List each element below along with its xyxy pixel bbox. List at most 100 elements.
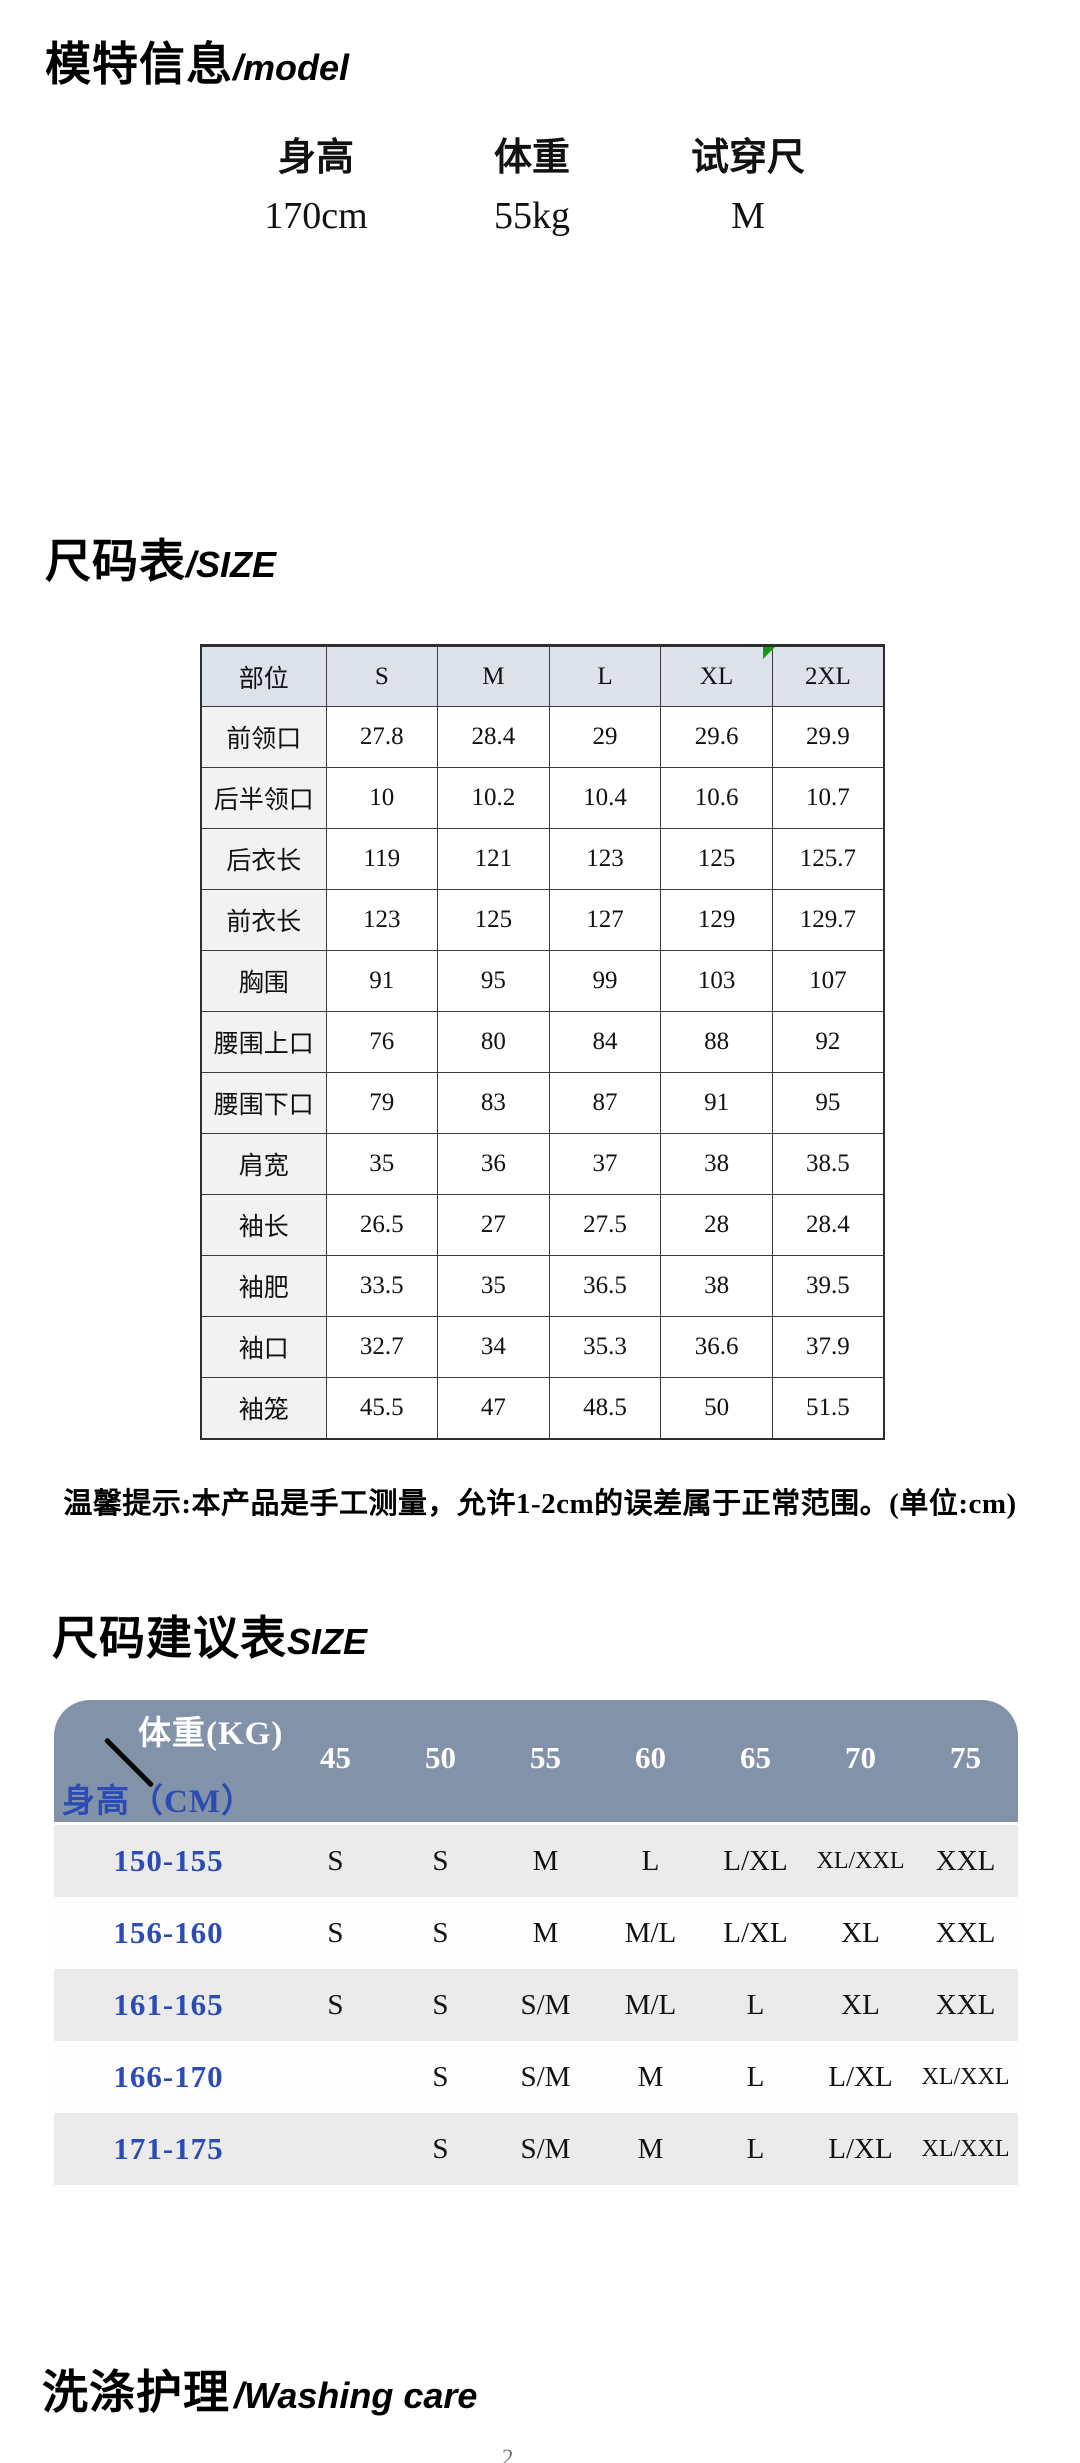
- size-column-header: 部位: [200, 645, 327, 707]
- suggested-size-cell: L: [746, 2060, 765, 2093]
- suggested-size-cell: M/L: [624, 1988, 677, 2021]
- size-chart-row: 前领口 27.8 28.4 29 29.6 29.9: [200, 706, 885, 768]
- size-cell: 91: [660, 1072, 773, 1134]
- size-cell: 125.7: [771, 828, 885, 890]
- size-cell: 10.4: [548, 767, 662, 829]
- suggested-size-cell: S: [432, 2132, 449, 2165]
- size-cell: 35.3: [548, 1316, 662, 1378]
- size-suggestion-heading-en: SIZE: [287, 1621, 368, 1662]
- size-cell: 38.5: [771, 1133, 885, 1195]
- model-attr-label: 体重: [493, 137, 570, 179]
- size-column-header: S: [325, 645, 439, 707]
- suggested-size-cell: S/M: [520, 2132, 571, 2165]
- suggested-size-cell: XL: [841, 1916, 880, 1949]
- size-chart-body: 前领口 27.8 28.4 29 29.6 29.9 后半领口 10 10.2 10.4 10.6 1…: [200, 706, 885, 1439]
- size-cell: 28.4: [437, 706, 550, 768]
- size-cell: 28.4: [771, 1194, 885, 1256]
- height-range-label: 156-160: [113, 1915, 224, 1950]
- size-chart-row: 前衣长 123 125 127 129 129.7: [200, 889, 885, 951]
- model-attr-value: M: [731, 195, 765, 237]
- size-cell: 26.5: [325, 1194, 439, 1256]
- size-cell: 38: [660, 1255, 773, 1317]
- weight-header: 55: [530, 1740, 561, 1775]
- suggested-size-cell: XXL: [935, 1988, 996, 2021]
- size-cell: 27.8: [325, 706, 439, 768]
- size-cell: 37: [548, 1133, 662, 1195]
- model-attr-value: 55kg: [494, 195, 570, 237]
- size-cell: 84: [548, 1011, 662, 1073]
- size-chart-grid: 部位 S M L XL 2XL 前领口 27.8 28.4 29 29.6 29.9 后半领口 10 10…: [200, 644, 885, 1440]
- suggested-size-cell: L: [746, 1988, 765, 2021]
- size-chart-header-row: 部位 S M L XL 2XL: [200, 645, 885, 707]
- suggested-size-cell: S: [432, 1916, 449, 1949]
- size-cell: 91: [325, 950, 439, 1012]
- size-cell: 27.5: [548, 1194, 662, 1256]
- size-cell: 10: [325, 767, 439, 829]
- height-range-label: 161-165: [113, 1987, 224, 2022]
- size-row-label: 前衣长: [200, 889, 327, 951]
- height-range-label: 166-170: [113, 2059, 224, 2094]
- suggested-size-cell: L/XL: [828, 2132, 893, 2165]
- model-attr-label: 试穿尺: [690, 137, 805, 179]
- suggested-size-cell: XXL: [935, 1916, 996, 1949]
- measurement-note: 温馨提示:本产品是手工测量，允许1-2cm的误差属于正常范围。(单位:cm): [63, 1488, 1017, 1520]
- size-suggestion-heading: 尺码建议表SIZE: [52, 1602, 367, 1668]
- model-attr-label: 身高: [277, 137, 354, 179]
- size-column-header: 2XL: [771, 645, 885, 707]
- height-axis-label: 身高（CM）: [62, 1784, 255, 1820]
- size-chart-row: 袖笼 45.5 47 48.5 50 51.5: [200, 1377, 885, 1439]
- size-cell: 33.5: [325, 1255, 439, 1317]
- suggestion-row: 150-155 S S M L L/XL XL/XXL XXL: [54, 1825, 1018, 1897]
- size-cell: 121: [437, 828, 550, 890]
- size-cell: 79: [325, 1072, 439, 1134]
- size-cell: 29: [548, 706, 662, 768]
- weight-header: 45: [320, 1740, 351, 1775]
- size-cell: 51.5: [771, 1377, 885, 1439]
- model-info-heading-cn: 模特信息: [45, 38, 233, 90]
- size-cell: 28: [660, 1194, 773, 1256]
- model-attr-value: 170cm: [264, 195, 368, 237]
- size-cell: 29.9: [771, 706, 885, 768]
- size-chart-row: 胸围 91 95 99 103 107: [200, 950, 885, 1012]
- weight-header: 75: [950, 1740, 981, 1775]
- size-cell: 38: [660, 1133, 773, 1195]
- size-row-label: 前领口: [200, 706, 327, 768]
- size-cell: 103: [660, 950, 773, 1012]
- size-chart-row: 腰围上口 76 80 84 88 92: [200, 1011, 885, 1073]
- size-chart-row: 后衣长 119 121 123 125 125.7: [200, 828, 885, 890]
- suggested-size-cell: S: [327, 1988, 344, 2021]
- height-range-label: 171-175: [113, 2131, 224, 2166]
- size-cell: 37.9: [771, 1316, 885, 1378]
- size-row-label: 袖笼: [200, 1377, 327, 1439]
- size-cell: 10.6: [660, 767, 773, 829]
- suggested-size-cell: L/XL: [723, 1916, 788, 1949]
- size-cell: 32.7: [325, 1316, 439, 1378]
- size-cell: 83: [437, 1072, 550, 1134]
- weight-axis-label: 体重(KG): [138, 1716, 284, 1752]
- suggested-size-cell: L: [641, 1844, 660, 1877]
- weight-header: 65: [740, 1740, 771, 1775]
- size-suggestion-heading-cn: 尺码建议表: [52, 1612, 287, 1664]
- size-chart-heading-cn: 尺码表: [45, 535, 186, 587]
- model-info-heading: 模特信息/model: [45, 28, 349, 94]
- size-cell: 10.7: [771, 767, 885, 829]
- weight-header: 50: [425, 1740, 456, 1775]
- partial-page-number: 2: [502, 2445, 514, 2463]
- size-cell: 87: [548, 1072, 662, 1134]
- size-cell: 95: [771, 1072, 885, 1134]
- size-chart-row: 袖口 32.7 34 35.3 36.6 37.9: [200, 1316, 885, 1378]
- size-chart-row: 腰围下口 79 83 87 91 95: [200, 1072, 885, 1134]
- size-row-label: 胸围: [200, 950, 327, 1012]
- size-row-label: 腰围下口: [200, 1072, 327, 1134]
- size-chart-row: 后半领口 10 10.2 10.4 10.6 10.7: [200, 767, 885, 829]
- excel-green-corner-marker-icon: [763, 647, 775, 659]
- suggested-size-cell: M: [532, 1916, 559, 1949]
- size-cell: 36.5: [548, 1255, 662, 1317]
- weight-column-headers: 45 50 55 60 65 70 75: [283, 1740, 1018, 1776]
- size-cell: 125: [660, 828, 773, 890]
- size-row-label: 袖长: [200, 1194, 327, 1256]
- suggestion-row: 156-160 S S M M/L L/XL XL XXL: [54, 1897, 1018, 1969]
- size-cell: 29.6: [660, 706, 773, 768]
- model-info-heading-en: /model: [233, 47, 350, 88]
